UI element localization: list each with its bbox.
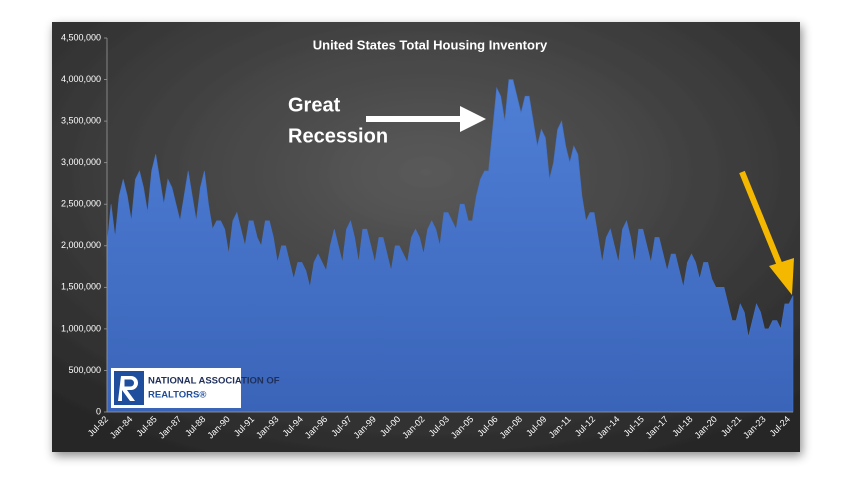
chart-title: United States Total Housing Inventory xyxy=(313,37,548,52)
logo: NATIONAL ASSOCIATION OF REALTORS® xyxy=(111,368,280,408)
y-tick-label: 2,500,000 xyxy=(61,199,101,209)
y-tick-label: 2,000,000 xyxy=(61,240,101,250)
y-tick-label: 4,000,000 xyxy=(61,74,101,84)
annotation: Great xyxy=(288,94,341,116)
y-tick-label: 3,000,000 xyxy=(61,157,101,167)
logo-text: NATIONAL ASSOCIATION OF xyxy=(148,376,280,387)
y-tick-label: 500,000 xyxy=(68,365,101,375)
area xyxy=(106,79,794,413)
y-tick-label: 1,500,000 xyxy=(61,282,101,292)
y-tick-label: 1,000,000 xyxy=(61,323,101,333)
y-tick-label: 3,500,000 xyxy=(61,115,101,125)
y-tick-label: 0 xyxy=(96,406,101,416)
logo-text: REALTORS® xyxy=(148,390,206,401)
y-tick-label: 4,500,000 xyxy=(61,32,101,42)
logo-r xyxy=(118,376,138,401)
yellow-arrow xyxy=(739,170,794,295)
white-arrow xyxy=(366,106,486,132)
annotation: Recession xyxy=(288,125,388,147)
